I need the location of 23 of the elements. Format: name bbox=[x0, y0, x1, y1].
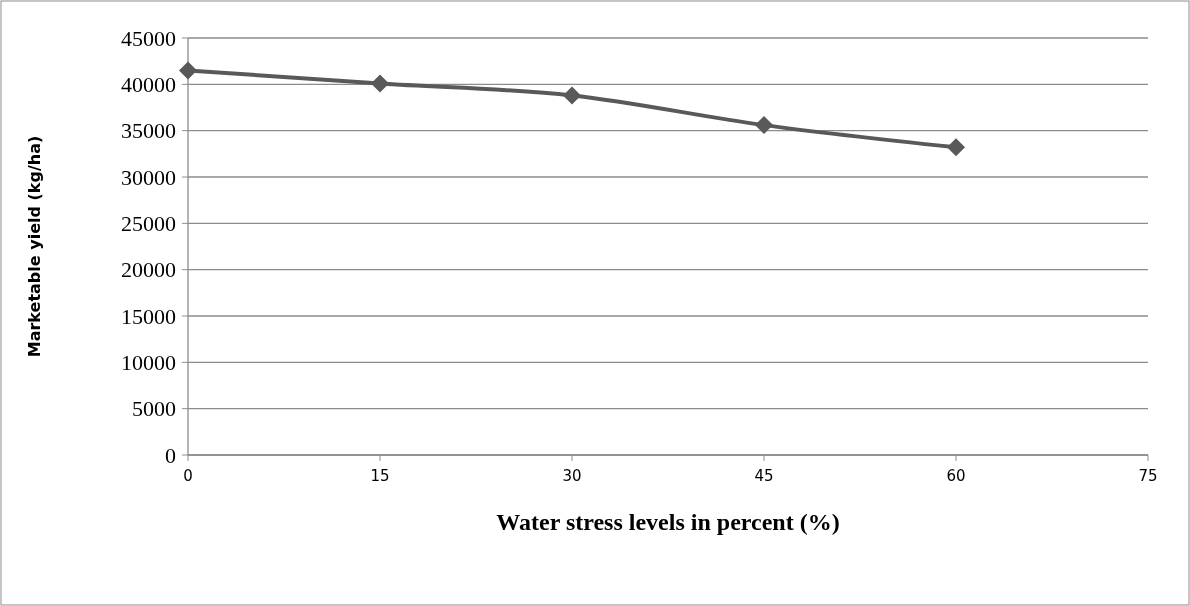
y-tick-label: 40000 bbox=[121, 72, 176, 98]
y-tick-label: 10000 bbox=[121, 350, 176, 376]
y-tick-label: 35000 bbox=[121, 118, 176, 144]
x-tick-label: 0 bbox=[183, 467, 193, 485]
y-tick-label: 5000 bbox=[132, 396, 176, 422]
y-tick-label: 25000 bbox=[121, 211, 176, 237]
point bbox=[179, 61, 197, 80]
y-tick-label: 30000 bbox=[121, 164, 176, 190]
x-tick-label: 15 bbox=[370, 467, 390, 485]
y-axis-title: Marketable yield (kg/ha) bbox=[25, 135, 44, 358]
y-tick-label: 0 bbox=[165, 442, 176, 468]
x-tick-label: 75 bbox=[1138, 467, 1158, 485]
y-tick-label: 15000 bbox=[121, 303, 176, 329]
x-tick-label: 60 bbox=[946, 467, 966, 485]
y-tick-label: 20000 bbox=[121, 257, 176, 283]
x-tick-label: 45 bbox=[754, 467, 774, 485]
point bbox=[947, 138, 965, 157]
point bbox=[755, 116, 773, 135]
x-tick-label: 30 bbox=[562, 467, 582, 485]
point bbox=[371, 74, 389, 93]
x-axis-title: Water stress levels in percent (%) bbox=[496, 509, 840, 535]
point bbox=[563, 86, 581, 105]
y-tick-label: 45000 bbox=[121, 25, 176, 51]
